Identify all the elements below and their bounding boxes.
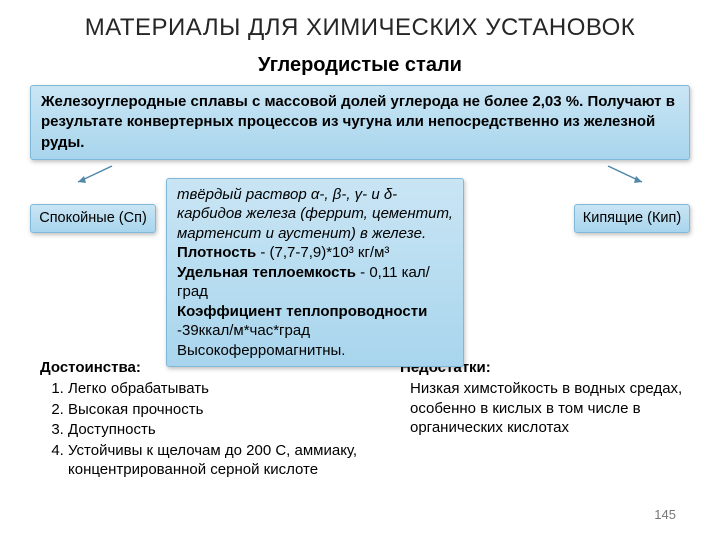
disadvantages-column: Недостатки: Низкая химстойкость в водных… [400,358,686,481]
ferro-text: Высокоферромагнитны. [177,342,345,359]
advantages-column: Достоинства: Легко обрабатывать Высокая … [40,358,380,481]
heat-label: Удельная теплоемкость [177,264,356,281]
disadvantages-body: Низкая химстойкость в водных средах, осо… [400,379,686,438]
properties-box: твёрдый раствор α-, β-, γ- и δ-карбидов … [166,178,464,368]
middle-row: Спокойные (Сп) твёрдый раствор α-, β-, γ… [30,178,690,348]
solution-text: твёрдый раствор α-, β-, γ- и δ-карбидов … [177,186,453,242]
page-number: 145 [654,507,676,522]
list-item: Легко обрабатывать [68,379,380,399]
conductivity-label: Коэффициент теплопроводности [177,303,427,320]
right-tag-box: Кипящие (Кип) [574,204,690,234]
density-label: Плотность [177,244,256,261]
subtitle: Углеродистые стали [30,54,690,77]
definition-box: Железоуглеродные сплавы с массовой долей… [30,85,690,160]
list-item: Устойчивы к щелочам до 200 С, аммиаку, к… [68,441,380,480]
advantages-list: Легко обрабатывать Высокая прочность Дос… [40,379,380,480]
arrow-left-icon [70,164,116,188]
conductivity-value: -39ккал/м*час*град [177,322,310,339]
density-value: - (7,7-7,9)*10³ кг/м³ [256,244,389,261]
list-item: Доступность [68,420,380,440]
arrow-right-icon [604,164,650,188]
columns: Достоинства: Легко обрабатывать Высокая … [30,358,690,481]
page-title: МАТЕРИАЛЫ ДЛЯ ХИМИЧЕСКИХ УСТАНОВОК [30,14,690,42]
slide: МАТЕРИАЛЫ ДЛЯ ХИМИЧЕСКИХ УСТАНОВОК Углер… [0,0,720,540]
left-tag-box: Спокойные (Сп) [30,204,156,234]
list-item: Высокая прочность [68,400,380,420]
